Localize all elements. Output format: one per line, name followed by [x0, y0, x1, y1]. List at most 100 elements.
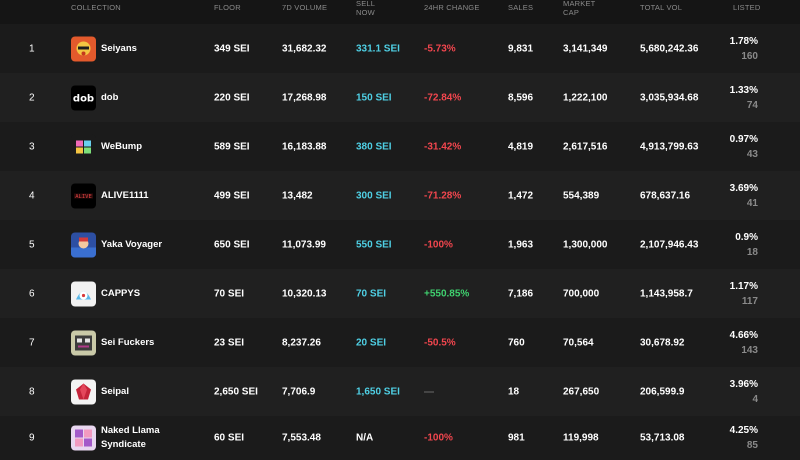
col-sales[interactable]: SALES: [508, 3, 534, 12]
webump-icon: [71, 134, 96, 159]
listed-count: 4: [752, 393, 758, 405]
listed-percent: 3.96%: [729, 378, 758, 390]
listed: 1.78% 160: [730, 34, 758, 64]
listed-count: 74: [746, 99, 758, 111]
col-7d-volume[interactable]: 7D VOLUME: [282, 3, 328, 12]
volume-7d: 17,268.98: [282, 92, 327, 103]
col-collection[interactable]: COLLECTION: [71, 3, 121, 12]
total-volume: 30,678.92: [640, 337, 685, 348]
listed: 3.96% 4: [730, 377, 758, 407]
alive-icon: ALIVE: [71, 183, 96, 208]
sell-now[interactable]: N/A: [356, 432, 374, 444]
table-row[interactable]: 7 Sei Fuckers 23 SEI 8,237.26 20 SEI -50…: [0, 318, 800, 367]
sales-count: 18: [508, 386, 520, 397]
sell-now[interactable]: 331.1 SEI: [356, 43, 400, 54]
market-cap: 700,000: [563, 288, 600, 299]
rank: 7: [29, 337, 35, 348]
market-cap: 554,389: [563, 190, 600, 201]
listed: 4.66% 143: [730, 328, 758, 358]
total-volume: 678,637.16: [640, 190, 691, 201]
collection-name[interactable]: ALIVE1111: [101, 189, 149, 201]
volume-7d: 7,706.9: [282, 386, 316, 397]
market-cap: 1,222,100: [563, 92, 608, 103]
change-24h: —: [424, 386, 434, 397]
sales-count: 760: [508, 337, 525, 348]
total-volume: 53,713.08: [640, 432, 685, 444]
listed: 3.69% 41: [730, 181, 758, 211]
sales-count: 8,596: [508, 92, 534, 103]
col-total-vol[interactable]: TOTAL VOL: [640, 3, 683, 12]
table-row[interactable]: 1 Seiyans 349 SEI 31,682.32 331.1 SEI -5…: [0, 24, 800, 73]
svg-text:ALIVE: ALIVE: [75, 194, 92, 200]
listed-percent: 0.97%: [729, 133, 758, 145]
volume-7d: 16,183.88: [282, 141, 327, 152]
sell-now[interactable]: 550 SEI: [356, 239, 392, 250]
sell-now[interactable]: 1,650 SEI: [356, 386, 400, 397]
volume-7d: 31,682.32: [282, 43, 327, 54]
table-row[interactable]: 2 dob dob 220 SEI 17,268.98 150 SEI -72.…: [0, 73, 800, 122]
col-sell-now[interactable]: SELL NOW: [356, 0, 375, 17]
listed-percent: 3.69%: [729, 182, 758, 194]
change-24h: -100%: [424, 432, 453, 444]
table-row[interactable]: 9 Naked Llama Syndicate 60 SEI 7,553.48 …: [0, 416, 800, 460]
listed-percent: 0.9%: [735, 231, 758, 243]
listed-count: 41: [746, 197, 758, 209]
table-row[interactable]: 3 WeBump 589 SEI 16,183.88 380 SEI -31.4…: [0, 122, 800, 171]
volume-7d: 11,073.99: [282, 239, 326, 250]
table-row[interactable]: 6 CAPPYS 70 SEI 10,320.13 70 SEI +550.85…: [0, 269, 800, 318]
market-cap: 119,998: [563, 432, 599, 444]
sales-count: 7,186: [508, 288, 534, 299]
market-cap: 3,141,349: [563, 43, 608, 54]
col-market-cap[interactable]: MARKET CAP: [563, 0, 595, 17]
floor-price: 220 SEI: [214, 92, 250, 103]
col-listed[interactable]: LISTED: [733, 3, 761, 12]
listed: 4.25% 85: [730, 423, 758, 453]
floor-price: 349 SEI: [214, 43, 250, 54]
listed-percent: 1.33%: [729, 84, 758, 96]
floor-price: 60 SEI: [214, 432, 245, 444]
collection-name[interactable]: Naked Llama Syndicate: [101, 425, 160, 450]
collection-name[interactable]: dob: [101, 91, 119, 103]
rank: 8: [29, 386, 35, 397]
floor-price: 650 SEI: [214, 239, 250, 250]
sell-now[interactable]: 300 SEI: [356, 190, 392, 201]
seiyans-icon: [71, 36, 96, 61]
table-row[interactable]: 5 Yaka Voyager 650 SEI 11,073.99 550 SEI…: [0, 220, 800, 269]
collection-name[interactable]: Seiyans: [101, 42, 137, 54]
rank: 6: [29, 288, 35, 299]
col-floor[interactable]: FLOOR: [214, 3, 241, 12]
change-24h: -71.28%: [424, 190, 462, 201]
listed: 1.33% 74: [730, 83, 758, 113]
collection-name[interactable]: WeBump: [101, 140, 142, 152]
listed-percent: 1.78%: [729, 35, 758, 47]
col-24hr-change[interactable]: 24HR CHANGE: [424, 3, 480, 12]
collection-name[interactable]: Seipal: [101, 385, 129, 397]
sell-now[interactable]: 70 SEI: [356, 288, 387, 299]
rank: 4: [29, 190, 35, 201]
seipal-icon: [71, 379, 96, 404]
col-sell-now-line1: SELL: [356, 0, 376, 8]
listed-percent: 4.66%: [729, 329, 758, 341]
listed-count: 43: [746, 148, 758, 160]
rank: 5: [29, 239, 35, 250]
sell-now[interactable]: 380 SEI: [356, 141, 392, 152]
svg-text:dob: dob: [73, 93, 94, 104]
sales-count: 1,963: [508, 239, 534, 250]
collection-name[interactable]: CAPPYS: [101, 287, 141, 299]
sell-now[interactable]: 150 SEI: [356, 92, 392, 103]
collection-name[interactable]: Sei Fuckers: [101, 336, 155, 348]
table-row[interactable]: 8 Seipal 2,650 SEI 7,706.9 1,650 SEI — 1…: [0, 367, 800, 416]
rank: 9: [29, 432, 35, 444]
col-market-cap-line2: CAP: [563, 8, 580, 17]
table-header: COLLECTION FLOOR 7D VOLUME SELL NOW 24HR…: [0, 0, 800, 26]
cappys-icon: [71, 281, 96, 306]
market-cap: 2,617,516: [563, 141, 608, 152]
total-volume: 4,913,799.63: [640, 141, 699, 152]
total-volume: 1,143,958.7: [640, 288, 693, 299]
table-row[interactable]: 4 ALIVE ALIVE1111 499 SEI 13,482 300 SEI…: [0, 171, 800, 220]
rank: 2: [29, 92, 35, 103]
collection-name[interactable]: Yaka Voyager: [101, 238, 163, 250]
floor-price: 70 SEI: [214, 288, 245, 299]
sell-now[interactable]: 20 SEI: [356, 337, 387, 348]
market-cap: 1,300,000: [563, 239, 608, 250]
